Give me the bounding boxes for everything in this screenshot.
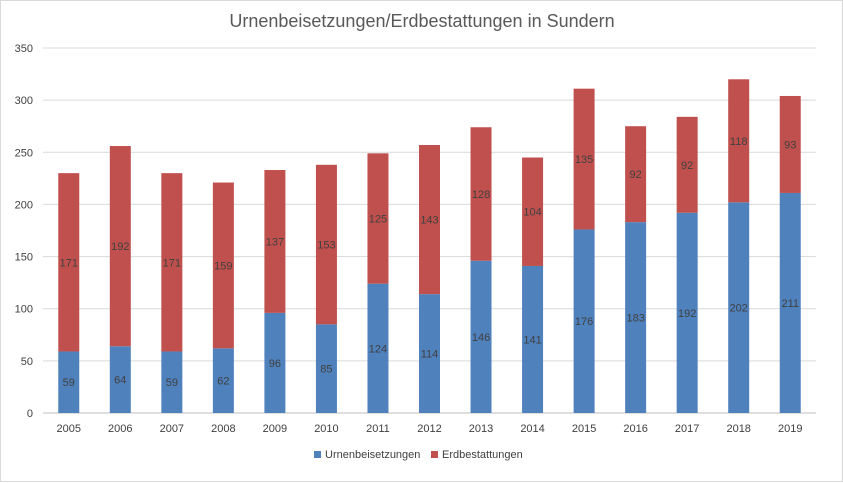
bar-urnenbeisetzungen bbox=[779, 192, 801, 413]
legend-swatch bbox=[431, 451, 438, 458]
bar-urnenbeisetzungen bbox=[161, 351, 183, 413]
data-label: 183 bbox=[626, 313, 644, 325]
bar-erdbestattungen bbox=[161, 173, 183, 352]
bar-erdbestattungen bbox=[470, 127, 492, 261]
bar-erdbestattungen bbox=[315, 164, 337, 325]
x-tick-label: 2010 bbox=[314, 423, 338, 435]
data-label: 192 bbox=[111, 241, 129, 253]
bar-urnenbeisetzungen bbox=[419, 294, 440, 413]
data-label: 59 bbox=[63, 377, 75, 389]
data-label: 171 bbox=[163, 257, 181, 269]
x-tick-label: 2005 bbox=[57, 423, 81, 435]
chart-title: Urnenbeisetzungen/Erdbestattungen in Sun… bbox=[229, 11, 614, 31]
data-label: 62 bbox=[217, 376, 229, 388]
bar-erdbestattungen bbox=[676, 116, 698, 213]
x-tick-label: 2011 bbox=[366, 423, 390, 435]
bar-erdbestattungen bbox=[367, 153, 389, 284]
bar-urnenbeisetzungen bbox=[676, 212, 698, 413]
bar-urnenbeisetzungen bbox=[212, 348, 234, 413]
data-label: 114 bbox=[421, 349, 439, 361]
data-label: 176 bbox=[575, 316, 593, 328]
bar-urnenbeisetzungen bbox=[573, 229, 595, 413]
y-tick-label: 50 bbox=[21, 356, 33, 368]
x-tick-label: 2015 bbox=[572, 423, 596, 435]
data-label: 143 bbox=[420, 215, 438, 227]
x-tick-label: 2016 bbox=[623, 423, 647, 435]
legend: Urnenbeisetzungen Erdbestattungen bbox=[314, 449, 523, 461]
x-tick-label: 2006 bbox=[108, 423, 132, 435]
x-tick-label: 2009 bbox=[263, 423, 287, 435]
bar-erdbestattungen bbox=[573, 88, 595, 230]
data-label: 104 bbox=[523, 207, 541, 219]
x-tick-label: 2008 bbox=[211, 423, 235, 435]
bar-urnenbeisetzungen bbox=[109, 346, 131, 413]
bar-urnenbeisetzungen bbox=[367, 283, 389, 413]
y-tick-label: 350 bbox=[15, 43, 33, 55]
x-tick-label: 2018 bbox=[726, 423, 750, 435]
data-label: 135 bbox=[575, 154, 593, 166]
legend-label: Erdbestattungen bbox=[442, 449, 523, 461]
bar-erdbestattungen bbox=[109, 146, 131, 347]
bar-urnenbeisetzungen bbox=[58, 351, 80, 413]
data-label: 118 bbox=[730, 136, 748, 148]
data-label: 146 bbox=[472, 332, 490, 344]
bar-urnenbeisetzungen bbox=[315, 324, 337, 413]
x-axis-ticks: 2005 2006 2007 2008 2009 2010 2011 2012 2013 2014… bbox=[57, 423, 803, 435]
data-label: 125 bbox=[369, 214, 387, 226]
data-label: 141 bbox=[523, 334, 541, 346]
bar-erdbestattungen bbox=[212, 182, 234, 349]
data-label: 211 bbox=[781, 298, 799, 310]
bar-urnenbeisetzungen bbox=[625, 222, 647, 413]
data-label: 159 bbox=[214, 260, 232, 272]
y-tick-label: 150 bbox=[15, 252, 33, 264]
data-label: 92 bbox=[681, 160, 693, 172]
x-tick-label: 2012 bbox=[417, 423, 441, 435]
bar-erdbestattungen bbox=[58, 173, 80, 352]
data-label: 85 bbox=[320, 364, 332, 376]
data-label: 128 bbox=[472, 189, 490, 201]
data-label: 93 bbox=[784, 139, 796, 151]
x-tick-label: 2007 bbox=[160, 423, 184, 435]
data-label: 124 bbox=[369, 343, 387, 355]
y-tick-label: 0 bbox=[27, 408, 33, 420]
bar-urnenbeisetzungen bbox=[264, 312, 286, 413]
bar-erdbestattungen bbox=[728, 79, 750, 203]
data-label: 192 bbox=[678, 308, 696, 320]
data-label: 59 bbox=[166, 377, 178, 389]
data-label: 171 bbox=[60, 257, 78, 269]
data-label: 64 bbox=[114, 375, 126, 387]
y-tick-label: 300 bbox=[15, 95, 33, 107]
legend-swatch bbox=[314, 451, 321, 458]
bar-erdbestattungen bbox=[419, 144, 440, 295]
y-axis-ticks: 0 50 100 150 200 250 300 350 bbox=[15, 43, 33, 420]
data-label: 92 bbox=[630, 169, 642, 181]
bar-urnenbeisetzungen bbox=[728, 202, 750, 413]
bar-erdbestattungen bbox=[779, 95, 801, 193]
x-tick-label: 2017 bbox=[675, 423, 699, 435]
x-tick-label: 2014 bbox=[520, 423, 544, 435]
data-label: 153 bbox=[317, 240, 335, 252]
data-label: 137 bbox=[266, 236, 284, 248]
bar-urnenbeisetzungen bbox=[522, 265, 544, 413]
y-tick-label: 200 bbox=[15, 199, 33, 211]
bars: 59 171 64 192 59 171 62 159 96 137 85 153 124 125 114 1… bbox=[58, 79, 801, 413]
y-tick-label: 250 bbox=[15, 147, 33, 159]
bar-urnenbeisetzungen bbox=[470, 260, 492, 413]
x-tick-label: 2019 bbox=[778, 423, 802, 435]
data-label: 202 bbox=[730, 303, 748, 315]
bar-erdbestattungen bbox=[264, 170, 286, 313]
bar-erdbestattungen bbox=[625, 126, 647, 223]
x-tick-label: 2013 bbox=[469, 423, 493, 435]
y-tick-label: 100 bbox=[15, 304, 33, 316]
data-label: 96 bbox=[269, 358, 281, 370]
bar-erdbestattungen bbox=[522, 157, 544, 266]
legend-label: Urnenbeisetzungen bbox=[325, 449, 420, 461]
